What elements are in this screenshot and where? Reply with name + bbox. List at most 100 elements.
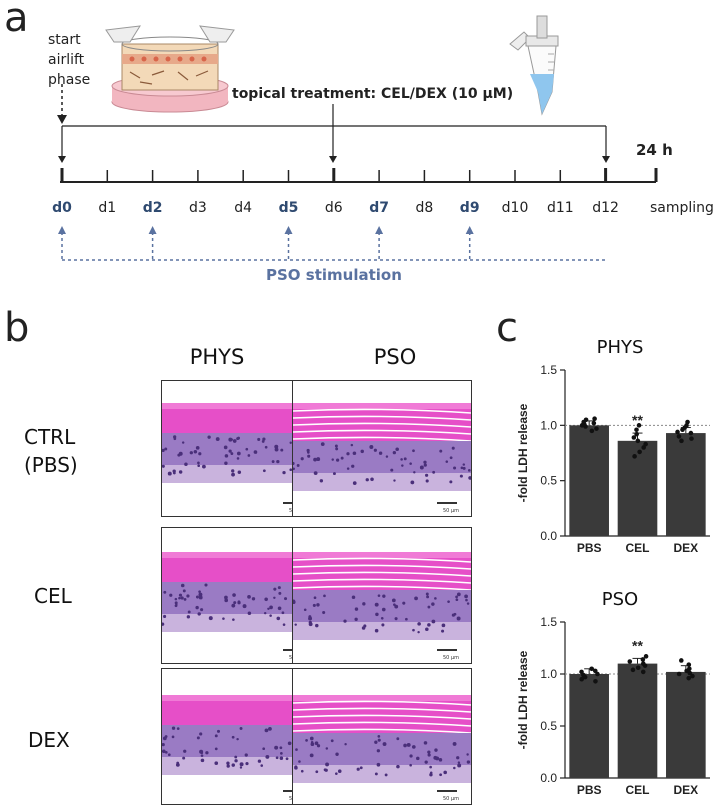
start-airlift-line-2: airlift: [48, 52, 85, 68]
cell-nucleus: [452, 741, 457, 746]
cell-nucleus: [325, 747, 329, 750]
cell-nucleus: [374, 772, 378, 776]
data-point: [632, 454, 637, 459]
he-stain-image: [162, 403, 317, 483]
cell-nucleus: [322, 611, 326, 615]
cell-nucleus: [315, 770, 319, 774]
cell-nucleus: [199, 749, 204, 754]
cell-nucleus: [429, 771, 433, 775]
cell-nucleus: [247, 594, 251, 599]
epidermis: [162, 582, 317, 614]
cell-nucleus: [293, 461, 295, 466]
cell-nucleus: [346, 467, 350, 470]
treatment-arrowhead: [329, 156, 337, 163]
cell-nucleus: [200, 608, 204, 612]
cell-nucleus: [323, 594, 326, 598]
cell-nucleus: [445, 460, 449, 463]
cell-nucleus: [310, 742, 315, 747]
keratin-gap: [293, 700, 471, 706]
keratin-gap: [293, 422, 471, 428]
cell-nucleus: [466, 753, 469, 756]
y-tick-label: 1.5: [540, 615, 557, 629]
y-tick-label: 0.5: [540, 474, 557, 488]
cell-nucleus: [382, 742, 387, 746]
cell-nucleus: [373, 448, 377, 452]
stimulation-arrowhead: [284, 226, 293, 234]
cell-nucleus: [264, 445, 268, 449]
cell-nucleus: [245, 762, 249, 766]
cell-nucleus: [282, 623, 286, 626]
cell-nucleus: [208, 616, 213, 621]
data-point: [637, 449, 642, 455]
day-label-d7: d7: [369, 200, 389, 216]
data-point: [589, 428, 595, 434]
cell-nucleus: [280, 752, 283, 755]
row-header-ctrl: CTRL (PBS): [24, 423, 78, 479]
cell-nucleus: [195, 446, 200, 450]
data-point: [641, 445, 646, 450]
timeline-diagram: [57, 84, 658, 261]
cell-nucleus: [374, 628, 379, 633]
he-stain-image: [293, 695, 471, 783]
data-point: [636, 423, 642, 428]
y-tick-label: 0.5: [540, 719, 557, 733]
bar-cel: [617, 440, 658, 536]
he-stain-image: [293, 403, 471, 491]
cell-nucleus: [427, 605, 431, 609]
cell-nucleus: [409, 763, 412, 767]
cell-nucleus: [195, 595, 199, 599]
dermis: [162, 465, 317, 483]
cell-nucleus: [431, 602, 435, 606]
column-header-pso: PSO: [373, 345, 417, 369]
cell-nucleus: [313, 596, 317, 600]
cell-nucleus: [419, 465, 424, 470]
x-tick-label: DEX: [673, 541, 698, 555]
cell-nucleus: [423, 463, 427, 467]
cell-nucleus: [262, 747, 266, 751]
keratin-gap: [293, 721, 471, 727]
keratin-gap: [293, 714, 471, 720]
culture-insert-illustration: [105, 25, 235, 113]
cell-nucleus: [315, 623, 319, 628]
y-tick-label: 0.0: [540, 771, 557, 785]
cell-nucleus: [189, 451, 193, 455]
cell-nucleus: [257, 437, 261, 441]
keratin-gap: [293, 578, 471, 584]
scale-bar-label: 50 µm: [442, 508, 459, 514]
cell-nucleus: [396, 737, 400, 741]
cell-nucleus: [204, 583, 208, 587]
cell-nucleus: [457, 763, 462, 768]
cell-nucleus: [278, 591, 282, 595]
cell-nucleus: [162, 464, 165, 468]
data-point: [593, 678, 598, 684]
cell-nucleus: [423, 460, 427, 464]
data-point: [631, 435, 637, 440]
cell-nucleus: [197, 464, 200, 468]
keratin-gap: [293, 585, 471, 591]
x-tick-label: PBS: [577, 783, 602, 797]
stratum-corneum-top: [162, 695, 317, 701]
cell-nucleus: [316, 457, 321, 462]
dermis: [293, 622, 471, 640]
cell-nucleus: [164, 447, 168, 451]
row-header-ctrl-line-1: CTRL: [24, 425, 76, 449]
cell-nucleus: [224, 461, 228, 465]
data-point: [635, 438, 641, 444]
stimulation-arrowhead: [148, 226, 157, 234]
cell-nucleus: [351, 464, 355, 468]
stimulation-arrowhead: [465, 226, 474, 234]
cell-nucleus: [276, 616, 281, 621]
cell-nucleus: [184, 462, 188, 467]
cell-nucleus: [232, 618, 235, 621]
cell-nucleus: [275, 756, 279, 760]
cell-nucleus: [294, 766, 298, 770]
pso-stimulation-label: PSO stimulation: [266, 266, 402, 284]
cell-nucleus: [439, 449, 443, 453]
stratum-corneum-top: [293, 695, 471, 701]
cell-nucleus: [186, 615, 191, 619]
keratin-gap: [293, 707, 471, 713]
keratin-gap: [293, 557, 471, 563]
cell-nucleus: [236, 437, 240, 441]
cell-nucleus: [226, 761, 230, 765]
cell-nucleus: [316, 744, 321, 748]
